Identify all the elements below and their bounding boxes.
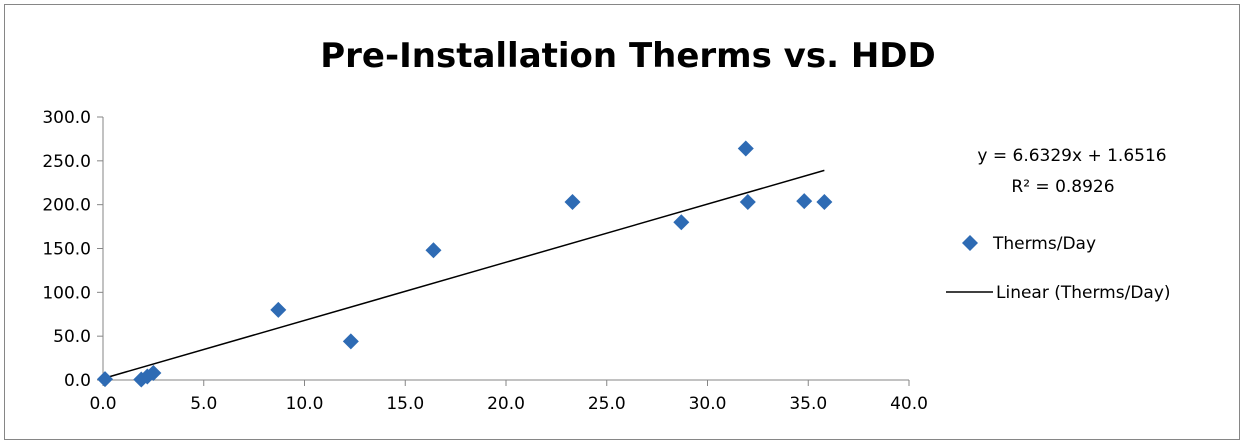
y-tick-label: 100.0 (42, 283, 91, 303)
data-point (145, 364, 162, 381)
data-point (737, 140, 754, 157)
chart-title: Pre-Installation Therms vs. HDD (320, 36, 936, 76)
trendline-r-squared: R² = 0.8926 (1011, 177, 1114, 197)
x-axis-ticks: 0.0 5.0 10.0 15.0 20.0 25.0 30.0 35.0 40.0 (89, 380, 928, 414)
x-tick-label: 30.0 (689, 394, 727, 414)
x-tick-label: 20.0 (487, 394, 525, 414)
x-tick-label: 15.0 (386, 394, 424, 414)
x-tick-label: 40.0 (890, 394, 928, 414)
chart-frame (4, 4, 1240, 440)
x-tick-label: 25.0 (588, 394, 626, 414)
data-point (425, 242, 442, 259)
y-tick-label: 300.0 (42, 108, 91, 128)
x-tick-label: 10.0 (286, 394, 324, 414)
y-tick-label: 0.0 (64, 371, 91, 391)
y-axis-ticks: 0.0 50.0 100.0 150.0 200.0 250.0 300.0 (42, 108, 103, 391)
legend: Therms/Day Linear (Therms/Day) (946, 234, 1171, 303)
data-point (97, 371, 114, 388)
legend-label-therms-day: Therms/Day (992, 234, 1096, 254)
y-tick-label: 250.0 (42, 152, 91, 172)
x-tick-label: 5.0 (190, 394, 217, 414)
y-tick-label: 150.0 (42, 240, 91, 260)
series-therms-day (97, 140, 833, 388)
trendline-linear (104, 169, 825, 379)
data-point (564, 194, 581, 211)
legend-marker-therms-day (962, 235, 978, 251)
y-tick-label: 50.0 (53, 327, 91, 347)
x-tick-label: 0.0 (89, 394, 116, 414)
data-point (270, 301, 287, 318)
data-point (673, 214, 690, 231)
data-point (739, 194, 756, 211)
trendline-equation: y = 6.6329x + 1.6516 (977, 146, 1166, 166)
data-point (816, 194, 833, 211)
data-point (796, 193, 813, 210)
x-tick-label: 35.0 (789, 394, 827, 414)
legend-label-trendline: Linear (Therms/Day) (996, 283, 1171, 303)
data-point (342, 333, 359, 350)
y-tick-label: 200.0 (42, 196, 91, 216)
